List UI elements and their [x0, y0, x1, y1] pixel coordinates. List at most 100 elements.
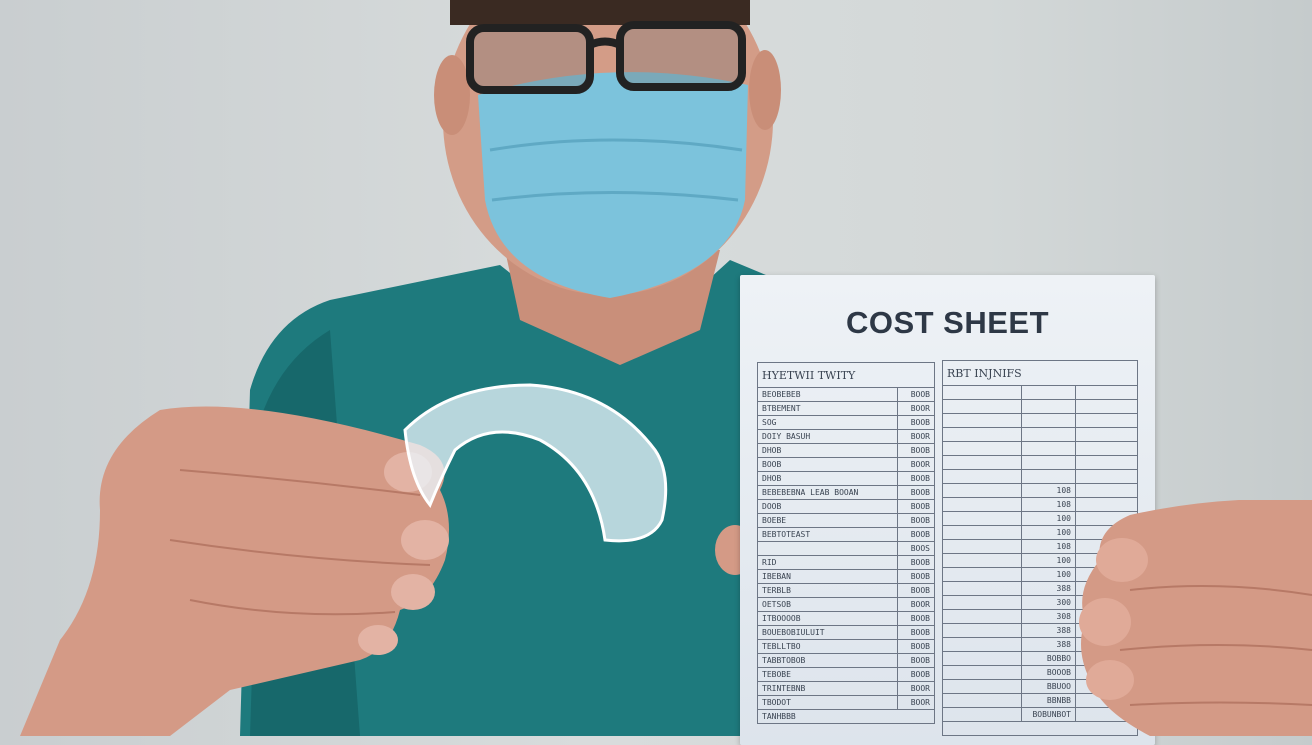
item-label: TEBLLTBO	[757, 639, 898, 654]
cell	[942, 511, 1022, 526]
table-row: BOOB BOOR	[757, 457, 936, 472]
cost-value: BOBUNBOT	[1021, 707, 1076, 722]
cell	[1075, 469, 1138, 484]
table-row: BEBTOTEAST BOOB	[757, 527, 936, 542]
item-value: BOOR	[896, 681, 936, 696]
item-value: BOOS	[896, 541, 936, 556]
cost-value: BOBBO	[1021, 651, 1076, 666]
cell	[942, 707, 1022, 722]
cell	[1075, 413, 1138, 428]
left-hand	[20, 406, 449, 736]
item-label: DHOB	[757, 471, 898, 486]
cell	[1075, 441, 1138, 456]
table-row: BTBEMENT BOOR	[757, 401, 936, 416]
clear-aligner	[403, 383, 668, 543]
item-label: BEOBEBEB	[757, 387, 898, 402]
item-value: BOOB	[896, 471, 936, 486]
item-label: TBODOT	[757, 695, 898, 710]
cell	[1075, 427, 1138, 442]
table-row: OETSOB BOOR	[757, 597, 936, 612]
item-value: BOOR	[896, 597, 936, 612]
cell	[1075, 399, 1138, 414]
item-label: RID	[757, 555, 898, 570]
item-value: BOOB	[896, 527, 936, 542]
item-value: BOOR	[896, 429, 936, 444]
cost-value	[1021, 441, 1076, 456]
table-row	[942, 385, 1138, 400]
left-cost-table: HYETWII TWITY BEOBEBEB BOOB BTBEMENT BOOR SO…	[757, 362, 936, 724]
item-label: SOG	[757, 415, 898, 430]
item-value: BOOB	[896, 639, 936, 654]
cost-value: 108	[1021, 483, 1076, 498]
cell	[942, 679, 1022, 694]
item-value: BOOB	[896, 443, 936, 458]
right-table-header: RBT INJNIFS	[942, 360, 1138, 386]
table-row: 108	[942, 497, 1138, 512]
table-row: IBEBAN BOOB	[757, 569, 936, 584]
item-label: DOOB	[757, 499, 898, 514]
table-row: BEBEBEBNA LEAB BOOAN BOOB	[757, 485, 936, 500]
table-row: DHOB BOOB	[757, 471, 936, 486]
item-value: BOOB	[896, 569, 936, 584]
hair	[450, 0, 750, 25]
item-label: BTBEMENT	[757, 401, 898, 416]
cell	[1075, 385, 1138, 400]
item-label: ITBOOOOB	[757, 611, 898, 626]
cell	[942, 497, 1022, 512]
cost-value	[1021, 413, 1076, 428]
cost-value: 300	[1021, 595, 1076, 610]
cell	[942, 483, 1022, 498]
item-label: IBEBAN	[757, 569, 898, 584]
item-value: BOOB	[896, 625, 936, 640]
item-value: BOOB	[896, 513, 936, 528]
table-row: TRINTEBNB BOOR	[757, 681, 936, 696]
table-row	[942, 427, 1138, 442]
table-row: BOOS	[757, 541, 936, 556]
item-value: BOOB	[896, 485, 936, 500]
item-value: BOOR	[896, 695, 936, 710]
cost-value	[1021, 469, 1076, 484]
footer-label: TANHBBB	[757, 709, 935, 724]
fingernail	[401, 520, 449, 560]
cost-value: 100	[1021, 553, 1076, 568]
table-row: BEOBEBEB BOOB	[757, 387, 936, 402]
table-footer-row: TANHBBB	[757, 709, 935, 724]
cost-value	[1021, 385, 1076, 400]
ear-right	[749, 50, 781, 130]
cost-value: 108	[1021, 497, 1076, 512]
item-value: BOOB	[896, 667, 936, 682]
table-row	[942, 455, 1138, 470]
cell	[942, 469, 1022, 484]
cost-sheet: COST SHEET HYETWII TWITY BEOBEBEB BOOB BTB…	[740, 275, 1155, 745]
cell	[942, 567, 1022, 582]
mask-fold	[489, 138, 743, 202]
item-label: BOEBE	[757, 513, 898, 528]
table-row: DHOB BOOB	[757, 443, 936, 458]
table-row: DOOB BOOB	[757, 499, 936, 514]
cost-value: 388	[1021, 623, 1076, 638]
left-hand-fingers	[169, 469, 431, 616]
item-value: BOOR	[896, 401, 936, 416]
table-row	[942, 413, 1138, 428]
cost-value	[1021, 455, 1076, 470]
item-label: BOUEBOBIULUIT	[757, 625, 898, 640]
item-label: DHOB	[757, 443, 898, 458]
item-value: BOOB	[896, 653, 936, 668]
item-value: BOOB	[896, 583, 936, 598]
table-row	[942, 399, 1138, 414]
table-row: BOUEBOBIULUIT BOOB	[757, 625, 936, 640]
table-row: 108	[942, 483, 1138, 498]
cost-value: 388	[1021, 637, 1076, 652]
cell	[942, 441, 1022, 456]
table-row: DOIY BASUH BOOR	[757, 429, 936, 444]
item-label: BEBTOTEAST	[757, 527, 898, 542]
table-row: TERBLB BOOB	[757, 583, 936, 598]
table-row	[942, 441, 1138, 456]
cell	[942, 385, 1022, 400]
item-value: BOOB	[896, 387, 936, 402]
table-row: TEBLLTBO BOOB	[757, 639, 936, 654]
cell	[942, 553, 1022, 568]
item-label	[757, 541, 898, 556]
cost-value: 100	[1021, 567, 1076, 582]
left-table-header: HYETWII TWITY	[757, 362, 935, 388]
